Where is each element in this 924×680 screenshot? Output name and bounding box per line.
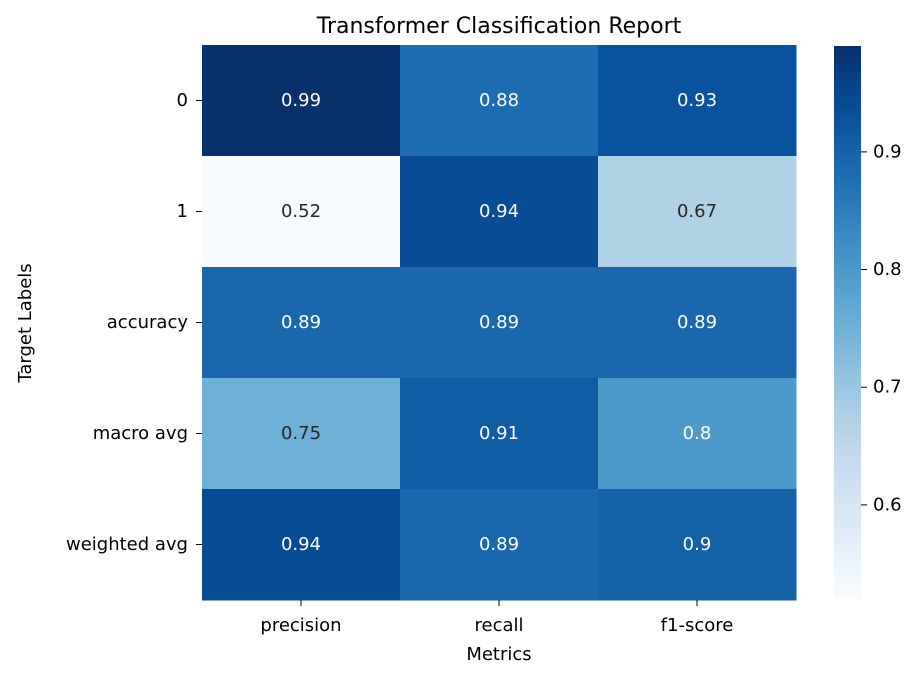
heatmap-cell xyxy=(202,489,401,601)
cell-value-label: 0.89 xyxy=(677,312,717,333)
cell-value-label: 0.94 xyxy=(281,534,321,555)
cell-value-label: 0.99 xyxy=(281,90,321,111)
y-axis-label: Target Labels xyxy=(15,263,36,383)
cell-value-label: 0.94 xyxy=(479,201,519,222)
colorbar xyxy=(834,46,861,599)
cell-value-label: 0.9 xyxy=(683,534,712,555)
x-axis-ticks: precision recall f1-score xyxy=(260,600,733,636)
y-tick-label: 1 xyxy=(177,201,188,222)
cell-value-label: 0.91 xyxy=(479,423,519,444)
x-tick-label: recall xyxy=(474,615,523,636)
colorbar-tick-label: 0.7 xyxy=(873,377,902,398)
heatmap-cell xyxy=(598,378,797,490)
colorbar-tick-label: 0.9 xyxy=(873,141,902,162)
y-tick-label: weighted avg xyxy=(66,534,188,555)
heatmap-cell-labels: 0.99 0.88 0.93 0.52 0.94 0.67 0.89 0.89 0.89 0.75… xyxy=(281,90,717,555)
heatmap-cell xyxy=(400,489,599,601)
heatmap-cell xyxy=(598,45,797,157)
x-tick-label: precision xyxy=(260,615,341,636)
y-tick-label: macro avg xyxy=(93,423,188,444)
heatmap-cell xyxy=(202,45,401,157)
heatmap-cells xyxy=(202,45,797,601)
heatmap-cell xyxy=(598,267,797,379)
cell-value-label: 0.93 xyxy=(677,90,717,111)
x-tick-label: f1-score xyxy=(661,615,734,636)
cell-value-label: 0.89 xyxy=(479,312,519,333)
heatmap-cell xyxy=(400,378,599,490)
y-axis-ticks: 0 1 accuracy macro avg weighted avg xyxy=(66,90,202,555)
heatmap-cell xyxy=(400,267,599,379)
colorbar-ticks: 0.6 0.7 0.8 0.9 xyxy=(861,141,902,515)
cell-value-label: 0.52 xyxy=(281,201,321,222)
heatmap-cell xyxy=(400,156,599,268)
heatmap-cell xyxy=(202,378,401,490)
heatmap-cell xyxy=(400,45,599,157)
x-axis-label: Metrics xyxy=(466,644,531,665)
cell-value-label: 0.89 xyxy=(281,312,321,333)
colorbar-tick-label: 0.6 xyxy=(873,494,902,515)
cell-value-label: 0.88 xyxy=(479,90,519,111)
cell-value-label: 0.8 xyxy=(683,423,712,444)
y-tick-label: accuracy xyxy=(107,312,189,333)
heatmap-cell xyxy=(598,489,797,601)
y-tick-label: 0 xyxy=(177,90,188,111)
cell-value-label: 0.89 xyxy=(479,534,519,555)
colorbar-tick-label: 0.8 xyxy=(873,259,902,280)
cell-value-label: 0.67 xyxy=(677,201,717,222)
heatmap-cell xyxy=(202,156,401,268)
heatmap-cell xyxy=(598,156,797,268)
chart-title: Transformer Classification Report xyxy=(316,14,682,39)
cell-value-label: 0.75 xyxy=(281,423,321,444)
heatmap-cell xyxy=(202,267,401,379)
